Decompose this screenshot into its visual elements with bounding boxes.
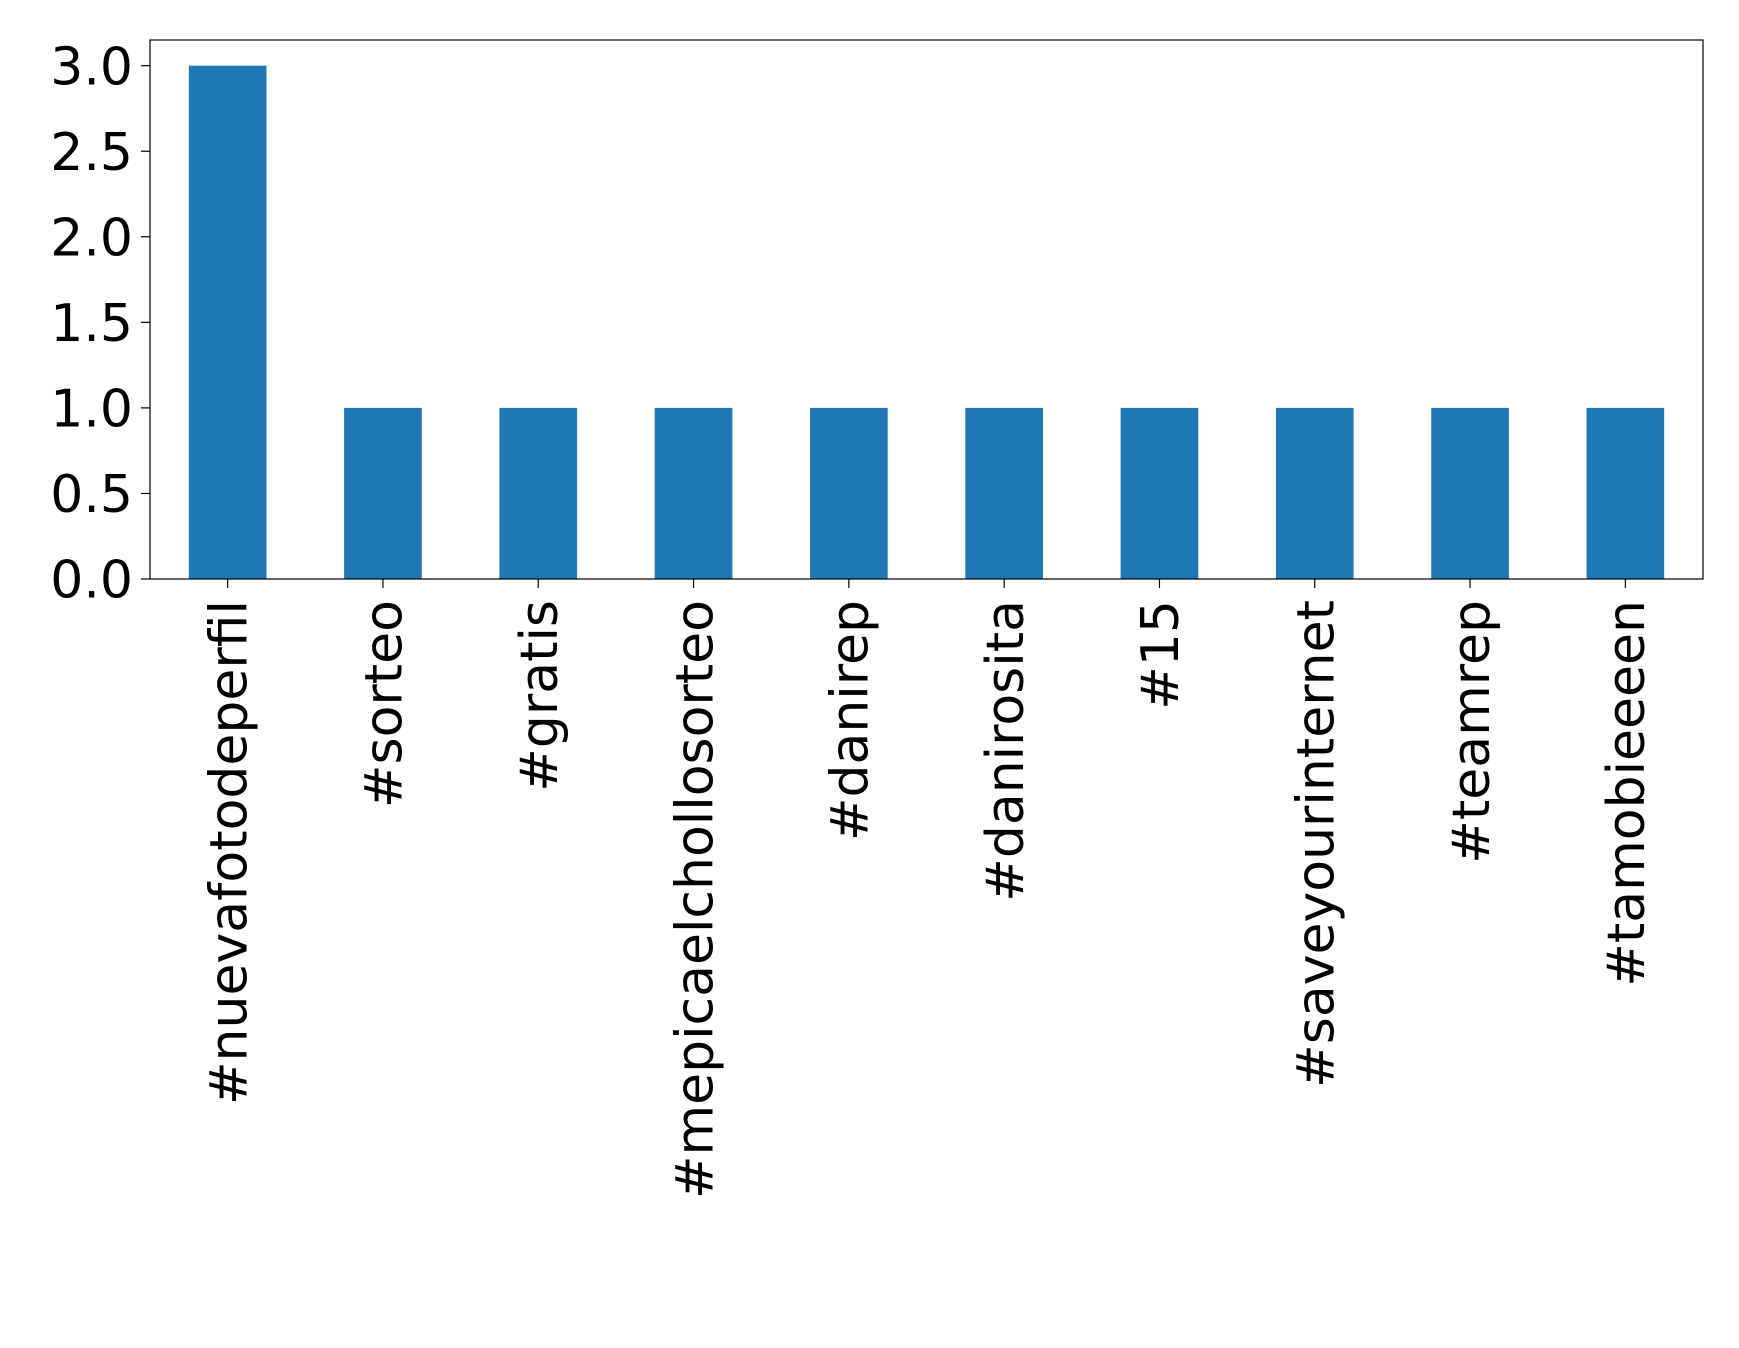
bar-danirosita — [965, 407, 1043, 579]
x-tick-label: #saveyourinternet — [1286, 600, 1346, 1088]
bar-teamrep — [1431, 407, 1509, 579]
x-tick-label: #tamobieeeen — [1597, 600, 1657, 987]
bar-tamobieeeen — [1586, 407, 1665, 579]
y-tick-label: 2.5 — [50, 123, 133, 183]
y-axis: 0.0 0.5 1.0 1.5 2.0 2.5 3.0 — [50, 37, 150, 611]
bar-mepicaelchollosorteo — [654, 407, 733, 579]
y-tick-label: 1.0 — [50, 380, 133, 440]
bar-gratis — [499, 407, 578, 579]
x-tick-label: #mepicaelchollosorteo — [665, 600, 725, 1199]
y-tick-label: 1.5 — [50, 294, 133, 354]
plot-frame — [149, 39, 1704, 580]
bar-sorteo — [344, 407, 422, 579]
x-tick-label: #nuevafotodeperfil — [199, 600, 259, 1105]
y-tick-label: 0.5 — [50, 465, 133, 525]
bar-danirep — [810, 407, 888, 579]
y-tick-label: 2.0 — [50, 208, 133, 268]
x-tick-label: #15 — [1131, 600, 1191, 710]
bar-nuevafotodeperfil — [188, 65, 267, 579]
bar-15 — [1120, 407, 1199, 579]
x-tick-label: #gratis — [510, 600, 570, 792]
y-tick-label: 0.0 — [50, 551, 133, 611]
x-tick-label: #teamrep — [1442, 600, 1502, 864]
bars-group — [188, 65, 1665, 579]
bar-saveyourinternet — [1275, 407, 1354, 579]
x-axis: #nuevafotodeperfil #sorteo #gratis #mepicae… — [199, 579, 1657, 1199]
x-tick-label: #danirep — [821, 600, 881, 841]
y-tick-label: 3.0 — [50, 37, 133, 97]
x-tick-label: #sorteo — [355, 600, 415, 808]
x-tick-label: #danirosita — [976, 600, 1036, 902]
